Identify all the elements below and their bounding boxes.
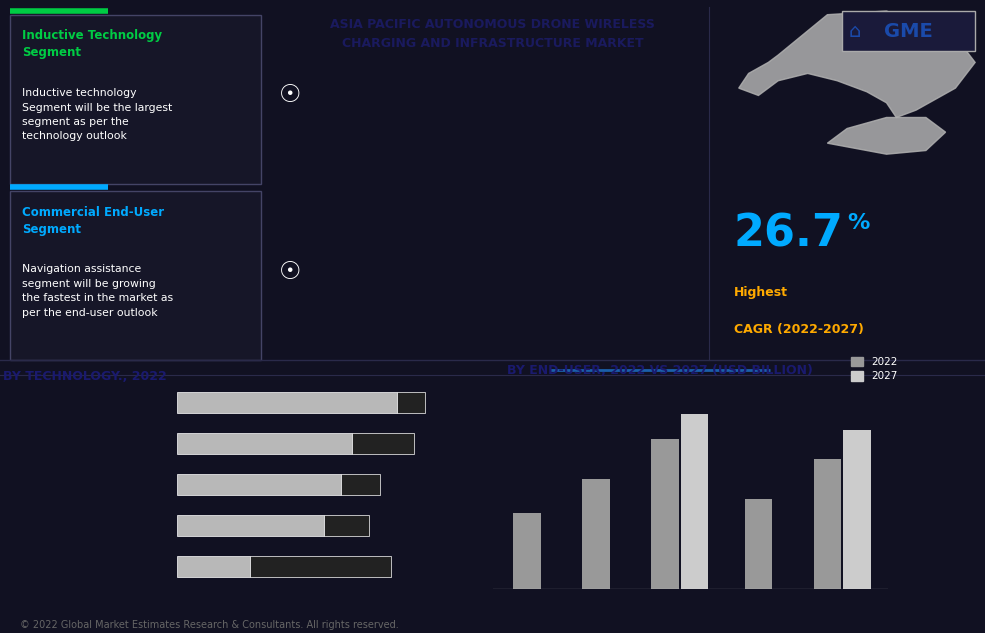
Text: Navigation assistance
segment will be growing
the fastest in the market as
per t: Navigation assistance segment will be gr… xyxy=(22,265,172,318)
Bar xyxy=(651,439,679,589)
Text: %: % xyxy=(847,213,870,233)
Bar xyxy=(582,479,610,589)
Text: BY TECHNOLOGY., 2022: BY TECHNOLOGY., 2022 xyxy=(3,370,166,382)
Text: Highest: Highest xyxy=(734,286,788,299)
Bar xyxy=(177,473,341,495)
Text: Commercial End-User
Segment: Commercial End-User Segment xyxy=(22,206,164,235)
Text: CAGR (2022-2027): CAGR (2022-2027) xyxy=(734,323,864,336)
Bar xyxy=(352,432,414,454)
Text: ☉: ☉ xyxy=(280,260,301,284)
Text: ⌂: ⌂ xyxy=(849,22,861,41)
Bar xyxy=(177,392,397,413)
Bar xyxy=(324,515,368,536)
Text: Inductive technology
Segment will be the largest
segment as per the
technology o: Inductive technology Segment will be the… xyxy=(22,88,172,141)
Bar xyxy=(843,430,871,589)
Bar xyxy=(177,515,324,536)
Bar xyxy=(745,499,772,589)
Bar xyxy=(513,513,541,589)
Bar xyxy=(177,432,352,454)
FancyBboxPatch shape xyxy=(10,15,261,184)
Text: Inductive Technology
Segment: Inductive Technology Segment xyxy=(22,29,162,60)
Bar xyxy=(814,460,841,589)
Polygon shape xyxy=(739,11,975,118)
Legend: 2022, 2027: 2022, 2027 xyxy=(847,354,901,385)
Bar xyxy=(177,556,250,577)
Text: ASIA PACIFIC AUTONOMOUS DRONE WIRELESS
CHARGING AND INFRASTRUCTURE MARKET: ASIA PACIFIC AUTONOMOUS DRONE WIRELESS C… xyxy=(330,18,655,51)
Text: BY END-USER, 2022 VS 2027 (USD BILLION): BY END-USER, 2022 VS 2027 (USD BILLION) xyxy=(507,364,813,377)
Bar xyxy=(250,556,391,577)
Text: ☉: ☉ xyxy=(280,84,301,108)
FancyBboxPatch shape xyxy=(10,191,261,360)
Bar xyxy=(397,392,425,413)
Text: GME: GME xyxy=(884,22,933,41)
Bar xyxy=(341,473,380,495)
Bar xyxy=(681,413,708,589)
FancyBboxPatch shape xyxy=(842,11,975,51)
Polygon shape xyxy=(827,118,946,154)
Text: © 2022 Global Market Estimates Research & Consultants. All rights reserved.: © 2022 Global Market Estimates Research … xyxy=(20,620,399,630)
Text: 26.7: 26.7 xyxy=(734,213,844,256)
